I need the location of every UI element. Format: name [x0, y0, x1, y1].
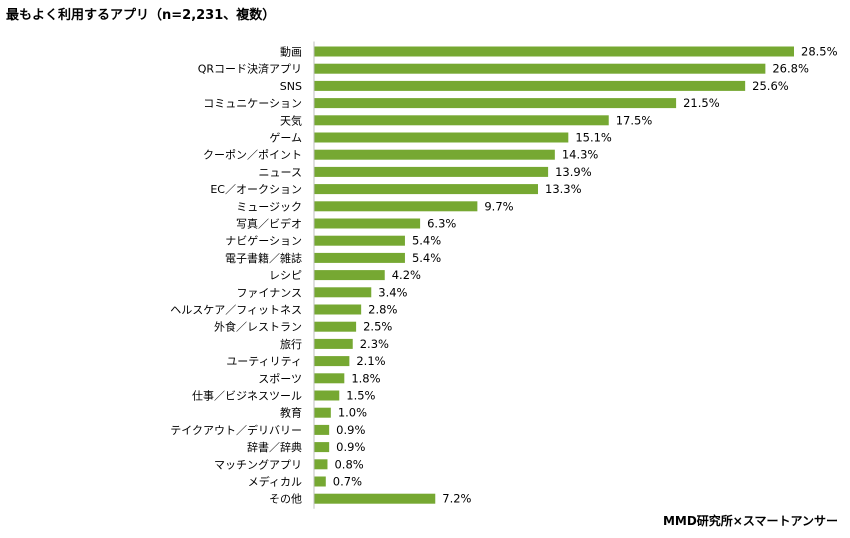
category-label: 写真／ビデオ: [236, 217, 302, 231]
value-label: 5.4%: [412, 251, 441, 265]
bar: [314, 338, 353, 349]
value-label: 3.4%: [378, 285, 407, 299]
bar: [314, 149, 555, 160]
category-label: その他: [269, 493, 302, 506]
value-label: 9.7%: [484, 199, 513, 213]
category-label: スポーツ: [258, 372, 302, 385]
category-label: QRコード決済アプリ: [198, 62, 302, 76]
value-label: 17.5%: [616, 113, 653, 127]
value-label: 0.7%: [333, 475, 362, 489]
category-label: コミュニケーション: [203, 97, 302, 110]
value-label: 5.4%: [412, 234, 441, 248]
value-label: 2.1%: [356, 354, 385, 368]
category-label: マッチングアプリ: [214, 457, 302, 471]
bar: [314, 218, 421, 229]
category-label: 仕事／ビジネスツール: [192, 390, 302, 403]
category-label: SNS: [280, 80, 302, 93]
category-label: 辞書／辞典: [247, 440, 302, 454]
category-label: 旅行: [280, 337, 302, 351]
category-label: 動画: [280, 45, 302, 59]
value-label: 1.5%: [346, 389, 375, 403]
bar: [314, 476, 326, 487]
value-label: 21.5%: [683, 96, 720, 110]
category-label: クーポン／ポイント: [203, 149, 302, 162]
bar: [314, 493, 436, 504]
value-label: 2.5%: [363, 320, 392, 334]
bar: [314, 321, 357, 332]
value-label: 0.9%: [336, 423, 365, 437]
category-label: 電子書籍／雑誌: [225, 251, 302, 265]
value-label: 25.6%: [752, 79, 789, 93]
value-label: 6.3%: [427, 217, 456, 231]
category-label: ニュース: [259, 166, 302, 179]
bar: [314, 184, 538, 195]
category-label: 天気: [280, 113, 302, 127]
category-label: テイクアウト／デリバリー: [170, 423, 302, 437]
value-label: 0.8%: [334, 457, 363, 471]
bar: [314, 270, 385, 281]
bar: [314, 63, 766, 74]
bar: [314, 424, 330, 435]
category-label: ナビゲーション: [225, 235, 302, 248]
value-label: 2.8%: [368, 303, 397, 317]
bar: [314, 235, 405, 246]
value-label: 0.9%: [336, 440, 365, 454]
bar: [314, 459, 328, 470]
bar: [314, 287, 372, 298]
bar: [314, 356, 350, 367]
category-label: EC／オークション: [210, 183, 302, 196]
bar: [314, 115, 609, 126]
bar: [314, 390, 340, 401]
category-label: ミュージック: [236, 200, 302, 213]
bar: [314, 252, 405, 263]
value-labels: 28.5% 26.8% 25.6% 21.5% 17.5% 15.1% 14.3% 13.9%…: [333, 45, 838, 506]
category-label: ゲーム: [269, 132, 302, 145]
category-label: 外食／レストラン: [214, 320, 302, 334]
category-label: ファイナンス: [236, 286, 302, 299]
value-label: 15.1%: [575, 131, 612, 145]
category-label: 教育: [280, 406, 302, 420]
bar: [314, 166, 549, 177]
chart-title: 最もよく利用するアプリ（n=2,231、複数）: [6, 8, 276, 23]
category-label: ヘルスケア／フィットネス: [170, 304, 302, 317]
value-label: 14.3%: [562, 148, 599, 162]
bar: [314, 373, 345, 384]
value-label: 2.3%: [360, 337, 389, 351]
bar: [314, 201, 478, 212]
value-label: 13.3%: [545, 182, 582, 196]
bar: [314, 46, 794, 57]
source-credit: MMD研究所×スマートアンサー: [662, 514, 838, 528]
category-labels: 動画 QRコード決済アプリ SNS コミュニケーション天気ゲームクーポン／ポイントニュ…: [170, 45, 302, 506]
value-label: 28.5%: [801, 45, 838, 59]
bar: [314, 407, 331, 418]
category-label: レシピ: [269, 269, 302, 282]
value-label: 4.2%: [392, 268, 421, 282]
value-label: 1.8%: [351, 371, 380, 385]
bar: [314, 132, 569, 143]
bars: [314, 46, 794, 504]
bar: [314, 80, 746, 91]
value-label: 1.0%: [338, 406, 367, 420]
bar: [314, 304, 362, 315]
bar: [314, 98, 677, 109]
value-label: 26.8%: [772, 62, 809, 76]
bar: [314, 442, 330, 453]
category-label: メディカル: [248, 475, 302, 489]
category-label: ユーティリティ: [226, 355, 302, 368]
value-label: 7.2%: [442, 492, 471, 506]
value-label: 13.9%: [555, 165, 592, 179]
